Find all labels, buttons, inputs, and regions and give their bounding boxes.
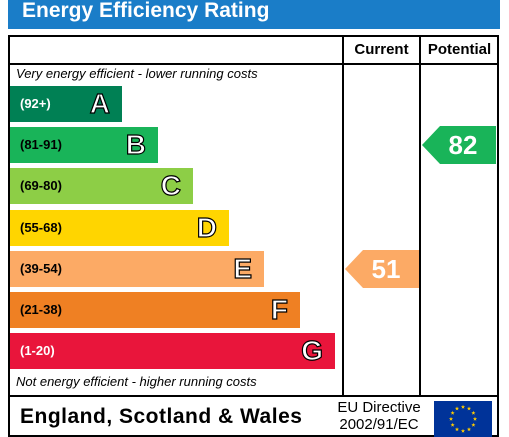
potential-rating-value: 82 [448,130,478,160]
band-letter: D [196,211,217,243]
column-divider-potential [419,35,421,397]
band-range-label: (1-20) [20,343,55,358]
band-b: (81-91) B [10,127,158,163]
directive-line-1: EU Directive [337,399,421,416]
band-range-label: (69-80) [20,178,62,193]
eu-star [450,422,455,427]
band-c: (69-80) C [10,168,193,204]
band-range-label: (55-68) [20,220,62,235]
eu-star [454,406,460,411]
potential-rating-arrow: 82 [422,126,496,164]
eu-flag-icon [434,401,492,437]
band-letter: G [301,334,324,366]
column-divider-current [342,35,344,397]
current-rating-value: 51 [371,254,401,284]
eu-star [472,416,478,421]
eu-star [450,410,455,415]
eu-star [466,427,472,432]
current-column-header: Current [354,41,409,58]
band-letter: F [270,293,288,325]
band-g: (1-20) G [10,333,335,369]
potential-column-header: Potential [427,41,492,58]
band-a: (92+) A [10,86,122,122]
chart-title: Energy Efficiency Rating [8,0,500,29]
potential-arrow-shape [422,126,496,164]
band-e: (39-54) E [10,251,264,287]
bottom-note: Not energy efficient - higher running co… [16,374,257,389]
band-letter: E [233,252,253,284]
band-f: (21-38) F [10,292,300,328]
current-rating-arrow: 51 [345,250,419,288]
band-letter: B [125,128,146,160]
eu-star [454,427,460,432]
band-letter: A [89,87,110,119]
eu-star [471,422,476,427]
footer-region: England, Scotland & Wales [20,405,303,428]
eu-star [471,410,476,415]
eu-star [460,404,466,409]
top-note: Very energy efficient - lower running co… [16,66,258,81]
eu-star [466,406,472,411]
current-arrow-shape [345,250,419,288]
band-range-label: (39-54) [20,261,62,276]
directive-line-2: 2002/91/EC [339,416,419,433]
footer-directive: EU Directive 2002/91/EC [330,399,428,433]
header-divider [8,63,499,65]
band-letter: C [160,169,181,201]
band-d: (55-68) D [10,210,229,246]
rating-frame [8,35,499,397]
band-range-label: (92+) [20,96,51,111]
eu-star [448,416,454,421]
footer: England, Scotland & Wales EU Directive 2… [8,397,499,437]
band-range-label: (81-91) [20,137,62,152]
band-range-label: (21-38) [20,302,62,317]
